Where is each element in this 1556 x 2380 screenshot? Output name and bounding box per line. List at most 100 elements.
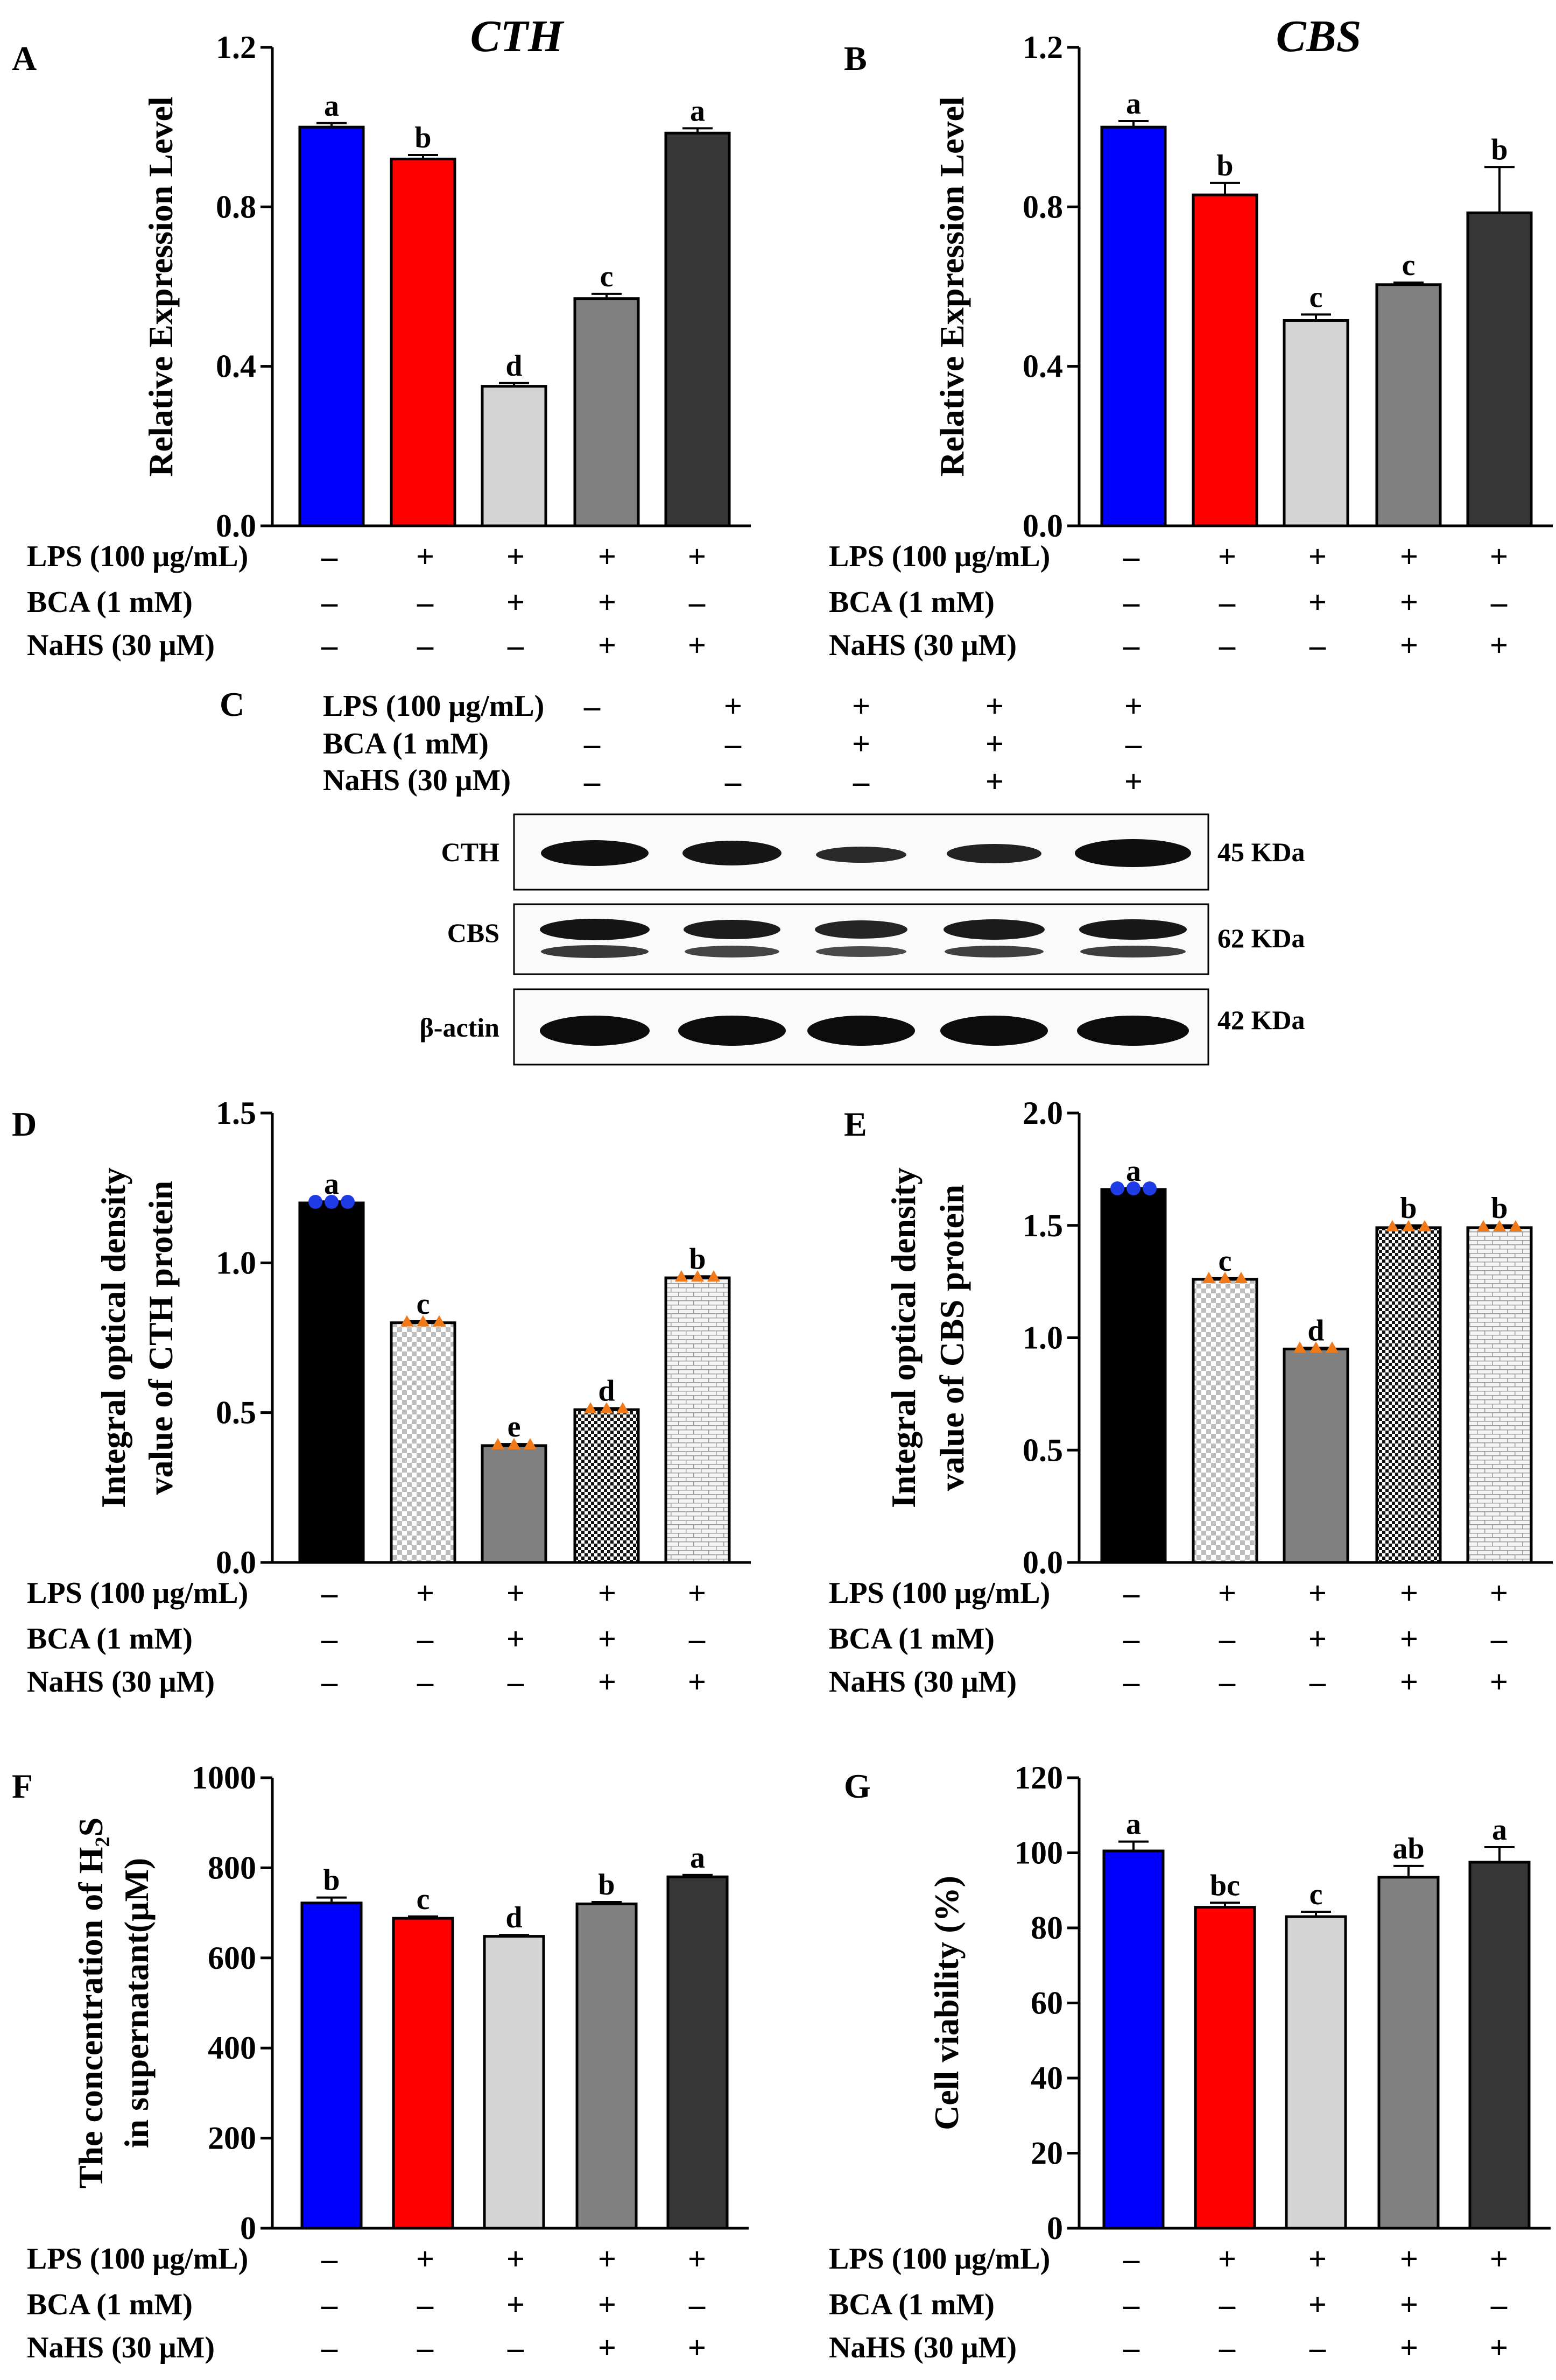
blot-sign: – [724,726,742,762]
condition-label: BCA (1 mM) [829,1622,995,1656]
condition-sign: + [688,1664,706,1700]
blot-band [1080,946,1186,957]
blot-band [1079,919,1187,940]
condition-sign: – [1219,2287,1236,2322]
condition-label: NaHS (30 μM) [27,629,215,662]
condition-sign: + [1400,1621,1418,1657]
y-tick-label: 1.5 [1023,1208,1063,1243]
condition-sign: – [321,2241,338,2277]
condition-sign: + [688,628,706,663]
chart-panel-a: A CTH 0.0 0.4 0.8 1.2 Relative Expression Leve… [12,11,751,663]
condition-sign: + [1490,628,1508,663]
condition-sign: – [321,628,338,663]
condition-label: NaHS (30 μM) [27,2331,215,2364]
bar [298,1201,365,1564]
condition-sign: + [598,2330,616,2365]
significance-label: b [414,121,431,154]
condition-sign: + [506,1575,525,1611]
data-point [308,1195,322,1209]
significance-label: b [598,1868,615,1902]
bar [1100,1188,1167,1564]
condition-sign: + [506,2241,525,2277]
data-point [584,1402,597,1414]
significance-label: c [1309,280,1323,314]
condition-label: LPS (100 μg/mL) [829,2242,1050,2276]
chart-panel-f: F 0 200 400 600 800 1000 The concentration of H… [12,1760,749,2365]
condition-sign: – [1309,2330,1326,2365]
blot-row-cbs: CBS 62 KDa [447,903,1305,975]
condition-label: LPS (100 μg/mL) [829,1576,1050,1610]
y-tick-label: 2.0 [1023,1095,1063,1131]
condition-sign: – [1123,2241,1140,2277]
condition-sign: + [506,539,525,574]
y-tick-label: 600 [208,1940,256,1976]
data-point [508,1438,520,1449]
y-axis-label: value of CTH protein [142,1181,180,1495]
condition-sign: – [321,539,338,574]
significance-label: d [598,1374,615,1407]
y-axis-label: Cell viability (%) [927,1876,966,2130]
condition-sign: – [1123,1575,1140,1611]
condition-sign: + [598,2241,616,2277]
data-point [325,1195,339,1209]
blot-row-cth: CTH 45 KDa [441,813,1305,891]
chart-title: CBS [1276,11,1362,61]
bar [1375,283,1442,527]
condition-sign: – [321,1575,338,1611]
condition-label: NaHS (30 μM) [27,1665,215,1699]
condition-sign: + [688,539,706,574]
significance-label: b [689,1242,706,1276]
data-point [1402,1220,1415,1231]
data-point [1418,1220,1431,1231]
condition-sign: + [688,1575,706,1611]
blot-sign: – [583,764,601,799]
data-point [524,1438,537,1449]
significance-label: a [324,89,339,123]
panel-letter-g: G [844,1767,871,1805]
bar [481,385,547,527]
condition-label: BCA (1 mM) [27,2288,193,2321]
significance-label: b [1400,1192,1417,1225]
condition-sign: – [321,2330,338,2365]
y-tick-label: 0 [240,2210,256,2246]
condition-sign: + [506,2287,525,2322]
significance-label: b [323,1864,340,1897]
bar [390,157,456,527]
significance-label: e [508,1410,521,1444]
y-tick-label: 100 [1015,1835,1063,1871]
condition-sign: – [1219,1664,1236,1700]
condition-label: LPS (100 μg/mL) [27,1576,248,1610]
y-axis-label: Relative Expression Level [933,96,971,476]
condition-sign: – [1123,585,1140,620]
blot-sign: – [1125,726,1142,762]
condition-sign: + [1308,2287,1327,2322]
panel-letter-d: D [12,1105,37,1143]
blot-band [685,946,779,957]
significance-label: c [1309,1878,1323,1911]
blot-sign: – [724,764,742,799]
blot-sign: + [1124,688,1143,724]
y-tick-label: 1.2 [1023,30,1063,65]
blot-sign: – [583,726,601,762]
condition-sign: – [1123,2330,1140,2365]
blot-label-cbs: CBS [447,918,499,948]
condition-sign: + [1400,2330,1418,2365]
condition-label: LPS (100 μg/mL) [27,2242,248,2276]
bar [1466,1226,1533,1564]
chart-title: CTH [470,11,565,61]
bar [483,1935,545,2230]
condition-sign: – [417,2287,434,2322]
y-axis-label: The concentration of H₂S [72,1818,110,2188]
condition-sign: – [507,1664,524,1700]
blot-sign: + [1124,764,1143,799]
condition-sign: – [1309,1664,1326,1700]
condition-sign: + [688,2330,706,2365]
panel-letter-f: F [12,1767,33,1805]
bar [1285,1915,1347,2230]
y-tick-label: 0.5 [216,1395,256,1431]
blot-sign: – [583,688,601,724]
condition-sign: – [688,2287,706,2322]
condition-sign: + [506,1621,525,1657]
y-tick-label: 80 [1031,1910,1063,1946]
condition-label: BCA (1 mM) [829,2288,995,2321]
